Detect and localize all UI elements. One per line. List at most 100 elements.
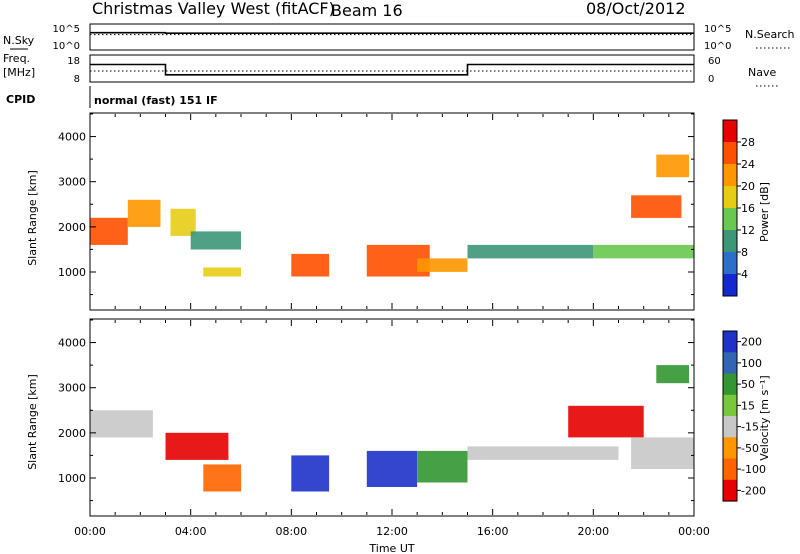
power-colorbar-swatch-0 bbox=[723, 120, 737, 143]
frequency-panel: Freq. [MHz] 18 8 60 0 Nave bbox=[3, 52, 778, 87]
velocity-region-6 bbox=[467, 446, 619, 460]
velocity-region-2 bbox=[203, 464, 242, 492]
velocity-colorbar-tick-label-0: 200 bbox=[741, 336, 762, 349]
velocity-colorbar-swatch-0 bbox=[723, 331, 737, 353]
power-colorbar-swatch-7 bbox=[723, 274, 737, 297]
velocity-colorbar: 200 100 50 15 -15 -50 -100 -200 bbox=[722, 330, 766, 502]
power-region-11 bbox=[656, 154, 689, 178]
velocity-ytick-label-2: 3000 bbox=[58, 382, 86, 395]
velocity-colorbar-tick-label-4: -15 bbox=[741, 421, 759, 434]
velocity-region-5 bbox=[417, 450, 468, 483]
power-ytick-label-2: 3000 bbox=[58, 176, 86, 189]
nave-label: Nave bbox=[748, 66, 776, 79]
noise-series-0 bbox=[90, 31, 694, 34]
cpid-value: normal (fast) 151 IF bbox=[94, 94, 218, 107]
power-colorbar-tick-label-0: 4 bbox=[741, 268, 748, 281]
power-colorbar-tick-label-4: 20 bbox=[741, 180, 755, 193]
noise-left-tick-bottom: 10^0 bbox=[53, 41, 80, 52]
velocity-colorbar-swatch-6 bbox=[723, 458, 737, 481]
velocity-colorbar-label: Velocity [m s⁻¹] bbox=[758, 375, 771, 460]
time-tick-label-2: 08:00 bbox=[275, 525, 307, 538]
power-ytick-label-1: 2000 bbox=[58, 221, 86, 234]
noise-series bbox=[90, 31, 694, 36]
power-colorbar-tick-label-1: 8 bbox=[741, 246, 748, 259]
velocity-colorbar-tick-label-5: -50 bbox=[741, 442, 759, 455]
beam-label: Beam 16 bbox=[331, 1, 403, 20]
power-colorbar-swatch-1 bbox=[723, 142, 737, 165]
noise-panel: N.Sky 10^5 10^0 10^5 10^0 N.Search bbox=[3, 23, 795, 52]
time-tick-label-1: 04:00 bbox=[175, 525, 207, 538]
power-region-8 bbox=[467, 244, 594, 259]
power-colorbar-swatch-4 bbox=[723, 208, 737, 231]
velocity-region-3 bbox=[291, 455, 330, 492]
velocity-region-1 bbox=[165, 432, 229, 460]
frequency-series bbox=[90, 63, 694, 76]
time-tick-label-0: 00:00 bbox=[74, 525, 106, 538]
power-x-ticks bbox=[89, 114, 695, 309]
power-colorbar-swatch-3 bbox=[723, 186, 737, 209]
frequency-tick-top: 18 bbox=[67, 56, 80, 67]
velocity-colorbar-swatch-5 bbox=[723, 437, 737, 460]
power-region-3 bbox=[190, 231, 241, 250]
time-axis-label: Time UT bbox=[368, 542, 414, 554]
nave-tick-bottom: 0 bbox=[708, 74, 714, 85]
power-colorbar-label: Power [dB] bbox=[758, 182, 771, 242]
power-colorbar-tick-label-6: 28 bbox=[741, 136, 755, 149]
velocity-colorbar-tick-label-1: 100 bbox=[741, 357, 762, 370]
power-colorbar-tick-label-3: 16 bbox=[741, 202, 755, 215]
frequency-label-line1: Freq. bbox=[3, 52, 30, 65]
frequency-label-line2: [MHz] bbox=[3, 66, 35, 79]
power-region-2 bbox=[170, 208, 196, 236]
noise-left-label: N.Sky bbox=[3, 34, 35, 47]
velocity-colorbar-frame bbox=[722, 330, 738, 502]
velocity-regions bbox=[90, 365, 694, 492]
power-y-axis-label: Slant Range [km] bbox=[26, 170, 39, 266]
time-tick-label-5: 20:00 bbox=[577, 525, 609, 538]
noise-right-tick-bottom: 10^0 bbox=[704, 41, 731, 52]
velocity-ytick-label-1: 2000 bbox=[58, 427, 86, 440]
velocity-panel: 1000 2000 3000 4000 Slant Range [km] 200 100… bbox=[26, 318, 771, 517]
power-colorbar-swatch-2 bbox=[723, 164, 737, 187]
velocity-region-8 bbox=[631, 437, 694, 469]
noise-left-tick-top: 10^5 bbox=[53, 24, 80, 35]
power-region-4 bbox=[203, 267, 242, 277]
velocity-colorbar-tick-label-6: -100 bbox=[741, 463, 766, 476]
noise-panel-frame bbox=[89, 23, 695, 51]
frequency-series-0 bbox=[90, 63, 694, 76]
velocity-panel-frame bbox=[89, 318, 695, 517]
time-tick-label-4: 16:00 bbox=[477, 525, 509, 538]
velocity-colorbar-swatch-1 bbox=[723, 352, 737, 375]
power-ytick-label-3: 4000 bbox=[58, 131, 86, 144]
nave-tick-top: 60 bbox=[708, 56, 721, 67]
power-regions bbox=[90, 154, 694, 277]
power-region-9 bbox=[593, 244, 694, 259]
power-colorbar-swatch-5 bbox=[723, 230, 737, 253]
velocity-x-ticks bbox=[89, 320, 695, 515]
velocity-colorbar-tick-label-2: 50 bbox=[741, 378, 755, 391]
frequency-panel-frame bbox=[89, 54, 695, 83]
velocity-region-7 bbox=[568, 405, 644, 438]
velocity-region-4 bbox=[366, 450, 418, 487]
power-colorbar-tick-label-2: 12 bbox=[741, 224, 755, 237]
power-region-0 bbox=[90, 217, 128, 245]
time-tick-label-6: 00:00 bbox=[678, 525, 710, 538]
time-tick-label-3: 12:00 bbox=[376, 525, 408, 538]
velocity-colorbar-swatch-3 bbox=[723, 394, 737, 417]
velocity-ytick-label-0: 1000 bbox=[58, 472, 86, 485]
power-region-7 bbox=[417, 258, 468, 272]
power-y-ticks: 1000 2000 3000 4000 bbox=[58, 113, 694, 296]
power-panel: 1000 2000 3000 4000 Slant Range [km] 4 8 12 16… bbox=[26, 112, 771, 311]
noise-right-tick-top: 10^5 bbox=[704, 24, 731, 35]
date-label: 08/Oct/2012 bbox=[586, 0, 686, 18]
power-region-5 bbox=[291, 253, 330, 277]
velocity-y-axis-label: Slant Range [km] bbox=[26, 374, 39, 470]
velocity-y-ticks: 1000 2000 3000 4000 bbox=[58, 319, 694, 502]
velocity-colorbar-swatch-4 bbox=[723, 416, 737, 438]
velocity-colorbar-tick-label-7: -200 bbox=[741, 484, 766, 497]
power-colorbar: 4 8 12 16 20 24 28 bbox=[722, 119, 755, 297]
velocity-colorbar-swatch-2 bbox=[723, 373, 737, 396]
power-colorbar-swatch-6 bbox=[723, 252, 737, 275]
power-colorbar-tick-label-5: 24 bbox=[741, 158, 755, 171]
velocity-ytick-label-3: 4000 bbox=[58, 337, 86, 350]
